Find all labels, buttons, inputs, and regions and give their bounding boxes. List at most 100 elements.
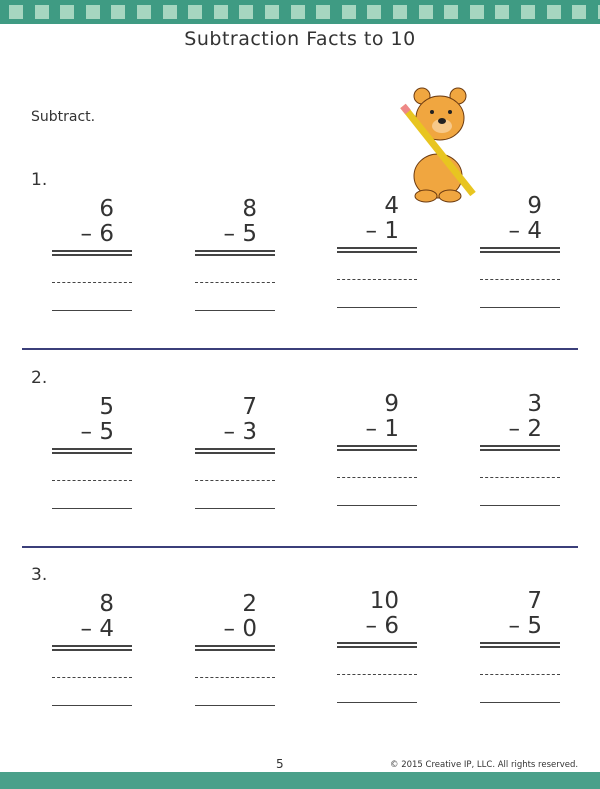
border-square xyxy=(341,5,356,19)
answer-rule xyxy=(195,250,275,256)
minuend: 8 xyxy=(242,196,257,222)
border-square xyxy=(546,5,561,19)
subtraction-problem: 7 – 5 xyxy=(480,589,560,703)
writing-guide-dashed xyxy=(52,480,132,481)
border-square xyxy=(393,5,407,19)
subtrahend: – 5 xyxy=(80,419,114,445)
subtrahend: – 4 xyxy=(508,218,542,244)
border-square xyxy=(469,5,484,19)
border-square xyxy=(290,5,305,19)
minuend: 8 xyxy=(99,591,114,617)
writing-guide-dashed xyxy=(195,480,275,481)
minuend: 9 xyxy=(384,391,399,417)
border-square xyxy=(521,5,535,19)
border-square xyxy=(162,5,177,19)
minuend: 7 xyxy=(527,588,542,614)
bottom-border xyxy=(0,772,600,789)
border-square xyxy=(444,5,459,19)
writing-baseline xyxy=(337,702,417,703)
border-square xyxy=(9,5,23,19)
minuend: 9 xyxy=(527,193,542,219)
answer-rule xyxy=(337,642,417,648)
subtrahend: – 5 xyxy=(508,613,542,639)
border-square xyxy=(418,5,433,19)
writing-guide-dashed xyxy=(337,674,417,675)
answer-rule xyxy=(337,247,417,253)
border-square xyxy=(188,5,203,19)
border-square xyxy=(213,5,228,19)
subtrahend: – 0 xyxy=(223,616,257,642)
answer-rule xyxy=(480,445,560,451)
writing-baseline xyxy=(480,702,560,703)
answer-rule xyxy=(480,247,560,253)
border-square xyxy=(111,5,126,19)
minuend: 2 xyxy=(242,591,257,617)
subtraction-problem: 3 – 2 xyxy=(480,392,560,506)
writing-baseline xyxy=(480,307,560,308)
writing-baseline xyxy=(195,310,275,311)
answer-rule xyxy=(52,645,132,651)
answer-rule xyxy=(52,448,132,454)
writing-guide-dashed xyxy=(195,282,275,283)
writing-baseline xyxy=(52,310,132,311)
subtraction-problem: 10 – 6 xyxy=(337,589,417,703)
border-square xyxy=(495,5,510,19)
writing-guide-dashed xyxy=(195,677,275,678)
border-square xyxy=(239,5,254,19)
writing-baseline xyxy=(480,505,560,506)
subtraction-problem: 9 – 4 xyxy=(480,194,560,308)
border-square xyxy=(367,5,382,19)
answer-rule xyxy=(480,642,560,648)
problem-set-label: 1. xyxy=(31,170,48,190)
border-square xyxy=(60,5,75,19)
bear-with-pencil-illustration xyxy=(400,87,476,203)
writing-guide-dashed xyxy=(337,477,417,478)
section-divider xyxy=(22,348,578,350)
subtrahend: – 6 xyxy=(365,613,399,639)
subtrahend: – 4 xyxy=(80,616,114,642)
writing-baseline xyxy=(52,705,132,706)
instructions: Subtract. xyxy=(31,109,96,125)
subtraction-problem: 2 – 0 xyxy=(195,592,275,706)
writing-guide-dashed xyxy=(52,677,132,678)
subtrahend: – 1 xyxy=(365,416,399,442)
subtrahend: – 5 xyxy=(223,221,257,247)
minuend: 10 xyxy=(369,588,399,614)
page-number: 5 xyxy=(276,757,284,771)
minuend: 3 xyxy=(527,391,542,417)
answer-rule xyxy=(195,645,275,651)
border-square xyxy=(572,5,587,19)
border-square xyxy=(137,5,151,19)
subtrahend: – 2 xyxy=(508,416,542,442)
border-square xyxy=(316,5,331,19)
subtrahend: – 6 xyxy=(80,221,114,247)
writing-guide-dashed xyxy=(480,477,560,478)
subtraction-problem: 9 – 1 xyxy=(337,392,417,506)
minuend: 5 xyxy=(99,394,114,420)
subtraction-problem: 8 – 4 xyxy=(52,592,132,706)
subtraction-problem: 7 – 3 xyxy=(195,395,275,509)
minuend: 6 xyxy=(99,196,114,222)
answer-rule xyxy=(195,448,275,454)
page-title: Subtraction Facts to 10 xyxy=(184,28,416,50)
writing-guide-dashed xyxy=(480,674,560,675)
writing-baseline xyxy=(337,307,417,308)
top-border xyxy=(0,0,600,24)
copyright: © 2015 Creative IP, LLC. All rights rese… xyxy=(390,760,579,770)
subtrahend: – 3 xyxy=(223,419,257,445)
subtraction-problem: 4 – 1 xyxy=(337,194,417,308)
problem-set-label: 3. xyxy=(31,565,48,585)
problem-set-label: 2. xyxy=(31,368,48,388)
answer-rule xyxy=(52,250,132,256)
writing-baseline xyxy=(52,508,132,509)
subtrahend: – 1 xyxy=(365,218,399,244)
writing-baseline xyxy=(195,705,275,706)
writing-guide-dashed xyxy=(52,282,132,283)
border-square xyxy=(34,5,49,19)
minuend: 7 xyxy=(242,394,257,420)
writing-guide-dashed xyxy=(480,279,560,280)
answer-rule xyxy=(337,445,417,451)
writing-guide-dashed xyxy=(337,279,417,280)
subtraction-problem: 8 – 5 xyxy=(195,197,275,311)
border-square xyxy=(265,5,279,19)
